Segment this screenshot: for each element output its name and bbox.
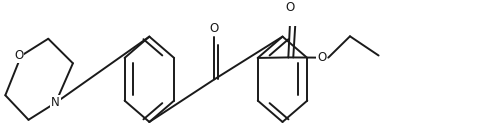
Text: O: O	[14, 49, 23, 62]
Text: O: O	[317, 51, 326, 64]
Text: N: N	[51, 96, 60, 109]
Text: O: O	[210, 22, 219, 35]
Text: O: O	[286, 1, 295, 14]
